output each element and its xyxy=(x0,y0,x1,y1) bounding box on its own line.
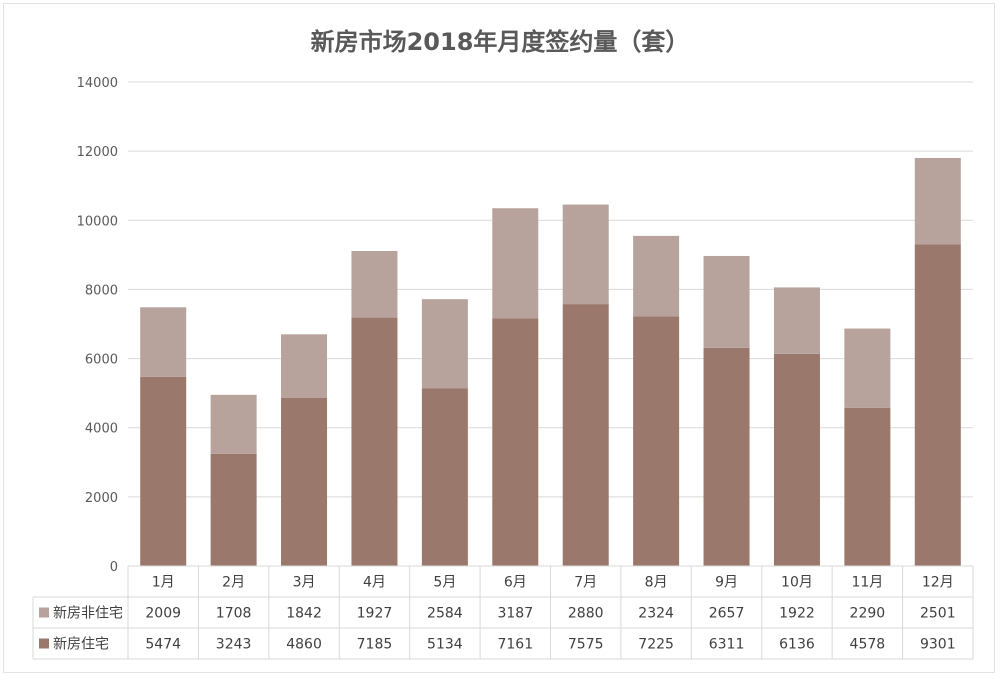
y-tick-label: 2000 xyxy=(85,491,118,506)
data-label: 4860 xyxy=(286,637,322,653)
bar-residential xyxy=(914,244,961,566)
bar-non-residential xyxy=(492,208,539,319)
x-tick-label: 1月 xyxy=(152,575,175,591)
y-tick-label: 14000 xyxy=(77,76,118,91)
bar-non-residential xyxy=(351,250,398,318)
chart-title: 新房市场2018年月度签约量（套） xyxy=(310,28,690,56)
x-tick-label: 11月 xyxy=(851,575,883,591)
bar-non-residential xyxy=(633,235,680,317)
bar-residential xyxy=(421,388,468,566)
data-label: 7161 xyxy=(497,637,533,653)
legend-swatch xyxy=(39,638,49,649)
x-tick-label: 8月 xyxy=(645,575,668,591)
bar-non-residential xyxy=(210,394,257,454)
bar-residential xyxy=(351,317,398,566)
y-tick-label: 12000 xyxy=(77,145,118,160)
bar-non-residential xyxy=(281,334,328,398)
data-label: 1842 xyxy=(286,606,322,622)
data-label: 7185 xyxy=(357,637,393,653)
data-label: 2009 xyxy=(145,606,181,622)
data-label: 6136 xyxy=(779,637,815,653)
bar-residential xyxy=(703,347,750,566)
data-label: 2290 xyxy=(850,606,886,622)
data-label: 1927 xyxy=(357,606,393,622)
data-label: 2584 xyxy=(427,606,463,622)
bar-residential xyxy=(633,316,680,566)
x-tick-label: 10月 xyxy=(781,575,813,591)
bar-residential xyxy=(562,304,609,566)
y-tick-label: 6000 xyxy=(85,353,118,368)
x-tick-label: 6月 xyxy=(504,575,527,591)
bar-residential xyxy=(281,397,328,566)
data-label: 3187 xyxy=(497,606,533,622)
data-label: 5474 xyxy=(145,637,181,653)
bar-non-residential xyxy=(914,157,961,245)
x-tick-label: 3月 xyxy=(293,575,316,591)
y-tick-label: 4000 xyxy=(85,422,118,437)
bar-residential xyxy=(140,376,187,566)
data-label: 4578 xyxy=(850,637,886,653)
data-label: 2880 xyxy=(568,606,604,622)
data-label: 9301 xyxy=(920,637,956,653)
bar-non-residential xyxy=(703,255,750,348)
data-label: 1708 xyxy=(216,606,252,622)
legend-label: 新房住宅 xyxy=(53,637,109,653)
data-label: 2324 xyxy=(638,606,674,622)
bar-residential xyxy=(210,453,257,566)
y-tick-label: 10000 xyxy=(77,214,118,229)
legend-swatch xyxy=(39,607,49,618)
bar-non-residential xyxy=(844,328,891,408)
data-label: 2501 xyxy=(920,606,956,622)
x-tick-label: 5月 xyxy=(433,575,456,591)
legend-label: 新房非住宅 xyxy=(53,606,123,622)
x-tick-label: 12月 xyxy=(922,575,954,591)
x-tick-label: 4月 xyxy=(363,575,386,591)
data-label: 1922 xyxy=(779,606,815,622)
data-label: 7225 xyxy=(638,637,674,653)
y-tick-label: 8000 xyxy=(85,283,118,298)
x-tick-label: 2月 xyxy=(222,575,245,591)
bar-residential xyxy=(773,353,820,566)
bar-non-residential xyxy=(421,299,468,389)
y-tick-label: 0 xyxy=(110,560,118,575)
data-label: 3243 xyxy=(216,637,252,653)
bar-non-residential xyxy=(773,287,820,354)
bar-non-residential xyxy=(140,307,187,377)
x-tick-label: 7月 xyxy=(574,575,597,591)
bar-residential xyxy=(492,318,539,566)
data-label: 2657 xyxy=(709,606,745,622)
data-label: 5134 xyxy=(427,637,463,653)
bar-non-residential xyxy=(562,204,609,305)
x-tick-label: 9月 xyxy=(715,575,738,591)
data-label: 6311 xyxy=(709,637,745,653)
data-label: 7575 xyxy=(568,637,604,653)
bar-residential xyxy=(844,407,891,566)
